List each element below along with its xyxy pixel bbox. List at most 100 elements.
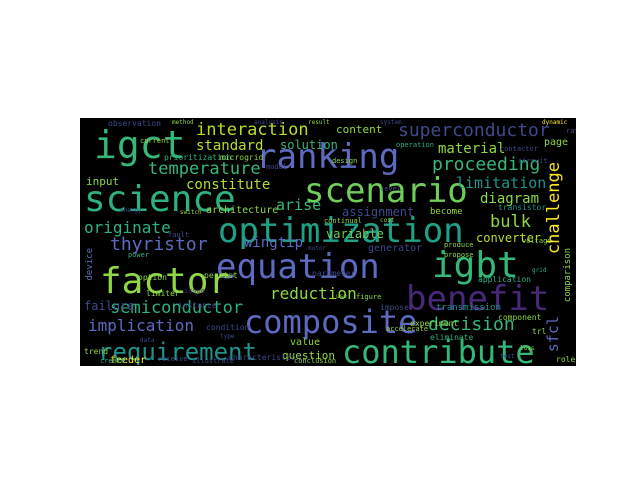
word-requirement: requirement [98,338,257,366]
word-scenario: scenario [304,171,468,211]
word-page: page [544,137,569,148]
word-energy: energy [120,207,142,214]
word-parameter: parameter [312,269,356,278]
word-arise: arise [276,196,322,214]
word-current: current [140,137,170,145]
word-converter: converter [476,231,542,245]
word-impose: impose [380,303,409,312]
word-transistor: transistor [498,203,547,212]
word-prioritization: prioritization [164,153,232,162]
word-characteristic: characteristic [228,353,296,362]
word-result: result [308,119,330,126]
word-figure: figure [356,293,382,301]
word-ranking: ranking [256,137,400,177]
word-proceeding: proceeding [432,154,541,175]
word-sfcl: sfcl [544,316,562,353]
word-illustrate: illustrate [192,357,235,365]
word-method: method [172,119,194,126]
word-observation: observation [108,119,161,128]
word-voltage: voltage [522,237,552,245]
word-become: become [430,207,463,217]
word-continual: continual [324,217,362,225]
word-contribute: contribute [342,333,535,366]
word-superconductor: superconductor [398,120,550,141]
word-solution: solution [280,138,338,152]
word-feeder: feeder [110,355,147,366]
word-propose: propose [444,251,474,259]
word-igct: igct [94,123,186,167]
word-limiter: limiter [146,289,180,298]
word-dynamic: dynamic [542,119,568,126]
word-question: question [282,349,335,362]
word-standard: standard [196,138,264,154]
word-fault: fault [168,231,190,239]
word-device: device [85,248,95,281]
word-assignment: assignment [342,205,415,219]
word-conclusion: conclusion [294,357,337,365]
word-eliminate: eliminate [430,333,474,342]
word-level: level [380,185,402,193]
word-create: create [100,357,126,365]
word-originate: originate [84,218,171,237]
word-generator: generator [368,243,423,254]
word-failure: failure [84,299,135,313]
word-factor: factor [100,261,231,302]
word-bulk: bulk [490,212,531,232]
word-use: use [336,293,347,300]
word-receive: receive [158,355,188,363]
word-test: test [500,353,515,360]
word-data: data [140,337,155,344]
word-variable: variable [326,227,384,241]
word-igbt: igbt [432,245,519,286]
word-grid: grid [532,267,547,274]
word-issue: issue [184,287,206,295]
word-architecture: architecture [206,205,279,216]
word-produce: produce [444,241,474,249]
word-option: option [138,273,167,282]
word-motor: motor [308,245,327,252]
word-comparison: comparison [563,248,573,303]
word-switch: switch [180,209,202,216]
word-composite: composite [244,303,418,341]
word-thyristor: thyristor [110,234,208,255]
word-circuit: circuit [518,157,548,165]
word-value: value [290,337,321,348]
word-application: application [478,275,531,284]
word-limitation: limitation [456,174,547,192]
word-trl: trl [532,327,547,336]
word-system: system [380,119,402,126]
word-cloud: igct ranking science scenario optimizati… [80,118,576,366]
word-type: type [220,333,235,340]
word-diagram: diagram [480,191,540,207]
word-cost: cost [380,217,395,224]
word-optimization: optimization [218,211,464,251]
word-persist: persist [204,271,238,280]
word-science: science [84,179,236,220]
word-trend: trend [84,347,109,356]
word-transmission: transmission [436,303,502,313]
word-loss: loss [520,345,535,352]
word-reduction: reduction [270,284,357,303]
word-design: design [332,157,358,165]
word-content: content [336,123,383,136]
word-temperature: temperature [148,159,261,179]
word-analysis: analysis [254,119,283,126]
word-equation: equation [216,247,380,287]
word-role: role [556,355,576,364]
word-wingtip: wingtip [244,235,304,251]
word-benefit: benefit [406,279,550,319]
word-operation: operation [396,141,434,149]
word-component: component [498,313,542,322]
word-accelerate: accelerate [386,325,429,333]
word-contactor: contactor [500,145,538,153]
word-decision: decision [428,314,515,335]
word-microgrid: microgrid [220,153,264,162]
word-constitute: constitute [186,177,271,193]
word-semiconductor: semiconductor [110,298,244,318]
word-input: input [86,175,120,188]
word-condition: condition [206,323,250,332]
word-power: power [128,251,150,259]
word-experiment: experiment [410,319,459,328]
word-interaction: interaction [196,120,309,140]
